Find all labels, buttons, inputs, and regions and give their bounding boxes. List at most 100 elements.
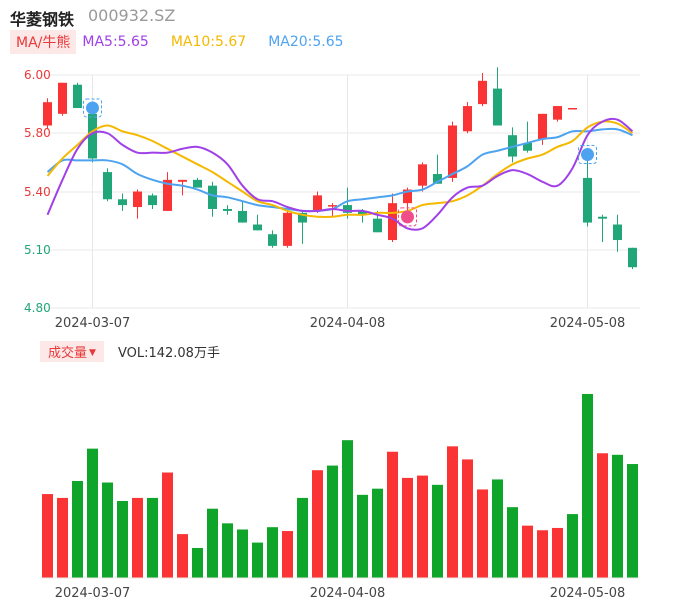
candle-body — [268, 234, 277, 246]
candle-body — [223, 208, 232, 211]
volume-bar — [177, 534, 188, 578]
ma10-line — [46, 120, 634, 218]
y-tick-label: 5.40 — [24, 185, 51, 199]
candle-body — [133, 191, 142, 208]
volume-bar — [477, 489, 488, 578]
candle-body — [43, 102, 52, 126]
volume-value: VOL:142.08万手 — [117, 345, 220, 361]
candle-body — [193, 179, 202, 188]
volume-bar — [432, 484, 443, 578]
volume-bar — [132, 497, 143, 578]
candle-body — [88, 113, 97, 159]
candle-body — [388, 203, 397, 241]
volume-bar — [102, 482, 113, 578]
candle-body — [553, 106, 562, 120]
volume-bar — [72, 480, 83, 578]
marker-dot — [581, 148, 594, 162]
candle-body — [343, 205, 352, 213]
sell-marker-icon — [398, 207, 417, 227]
marker-frame — [578, 145, 597, 165]
candle-body — [613, 224, 622, 241]
volume-bar — [222, 523, 233, 578]
volume-bar — [252, 542, 263, 578]
candle-body — [148, 195, 157, 206]
volume-bar — [492, 479, 503, 578]
candle-body — [628, 247, 637, 268]
candle-body — [328, 205, 337, 207]
marker-dot — [86, 101, 99, 115]
volume-bar — [357, 494, 368, 578]
candle-body — [568, 108, 577, 110]
volume-bar — [417, 475, 428, 578]
candle-body — [103, 172, 112, 200]
candle-body — [523, 142, 532, 151]
volume-bar — [567, 514, 578, 578]
ma5-legend: MA5:5.65 — [82, 34, 149, 50]
volume-bar — [57, 497, 68, 578]
stock-code: 000932.SZ — [88, 6, 176, 25]
y-tick-label: 5.80 — [24, 126, 51, 140]
ma5-line — [46, 117, 634, 231]
volume-bar — [462, 459, 473, 578]
volume-bar — [612, 454, 623, 578]
volume-bar — [582, 393, 593, 578]
x-tick-label: 2024-05-08 — [550, 316, 626, 331]
volume-bar — [342, 440, 353, 578]
volume-bar — [552, 527, 563, 578]
candle-body — [493, 88, 502, 126]
candle-body — [253, 224, 262, 231]
candle-body — [583, 177, 592, 223]
y-tick-label: 4.80 — [24, 301, 51, 315]
stock-name: 华菱钢铁 — [10, 10, 75, 29]
volume-bar — [192, 547, 203, 578]
candle-body — [118, 199, 127, 206]
dropdown-triangle-icon: ▼ — [89, 347, 96, 358]
volume-bar — [42, 494, 53, 578]
volume-bar — [282, 531, 293, 578]
candle-body — [373, 218, 382, 233]
marker-frame — [83, 98, 102, 118]
candlestick-chart: 6.00 5.80 5.40 5.10 4.80 2024-03-07 2024-04-08… — [24, 67, 640, 331]
volume-bar — [597, 453, 608, 578]
volume-bar — [327, 465, 338, 578]
volume-bar — [402, 477, 413, 578]
volume-legend: 成交量 ▼ VOL:142.08万手 — [40, 340, 220, 362]
ma-type-selector[interactable]: MA/牛熊 — [10, 30, 77, 54]
marker-dot — [401, 210, 414, 224]
candle-body — [163, 179, 172, 211]
candle-body — [358, 210, 367, 215]
x-tick-label: 2024-04-08 — [310, 316, 386, 331]
volume-bar — [147, 497, 158, 578]
volume-bar — [237, 529, 248, 578]
volume-bar — [387, 451, 398, 578]
candle-body — [238, 210, 247, 223]
x-tick-label: 2024-03-07 — [55, 316, 131, 331]
candle-body — [463, 106, 472, 132]
volume-bar — [537, 530, 548, 578]
y-tick-label: 6.00 — [24, 68, 51, 82]
candle-body — [598, 216, 607, 219]
volume-bar — [627, 464, 638, 578]
candle-body — [208, 185, 217, 209]
volume-bar — [207, 508, 218, 578]
candle-body — [313, 195, 322, 211]
volume-x-tick-label: 2024-03-07 — [55, 586, 131, 601]
volume-bar — [267, 527, 278, 578]
candle-body — [433, 174, 442, 184]
candle-body — [448, 125, 457, 178]
volume-type-selector[interactable]: 成交量 ▼ — [40, 340, 104, 362]
volume-x-tick-label: 2024-05-08 — [550, 586, 626, 601]
volume-bar — [297, 497, 308, 578]
volume-bar — [522, 525, 533, 578]
ma20-legend: MA20:5.65 — [268, 34, 344, 50]
candle-body — [538, 113, 547, 140]
volume-bar — [312, 470, 323, 578]
candle-body — [403, 189, 412, 204]
candle-body — [298, 212, 307, 223]
candle-body — [478, 80, 487, 105]
marker-frame — [398, 207, 417, 227]
volume-bar — [447, 446, 458, 578]
volume-bar — [507, 507, 518, 578]
volume-bar — [117, 501, 128, 578]
ma10-legend: MA10:5.67 — [170, 34, 247, 50]
